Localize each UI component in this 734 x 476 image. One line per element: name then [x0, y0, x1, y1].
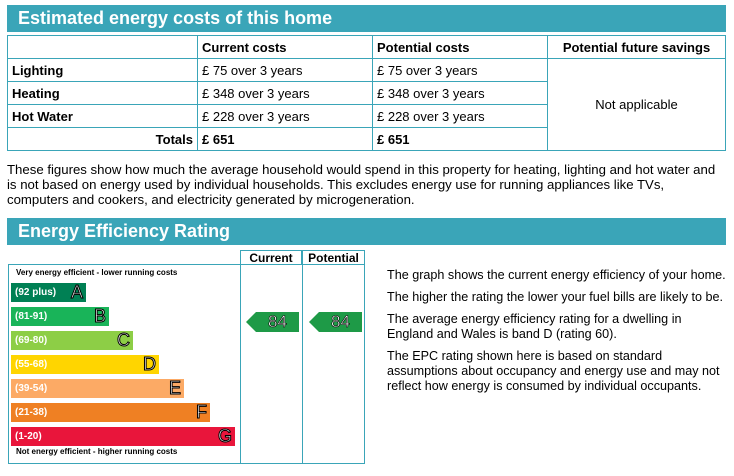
explanation-paragraph: The average energy efficiency rating for…	[387, 312, 682, 341]
band-range: (92 plus)	[15, 287, 57, 298]
row-label: Lighting	[7, 58, 198, 82]
column-potential-header: Potential	[302, 250, 365, 265]
column-divider	[240, 250, 241, 464]
band-letter: A	[70, 282, 83, 302]
totals-potential: £ 651	[372, 127, 548, 151]
table-row: Lighting £ 75 over 3 years £ 75 over 3 y…	[7, 58, 726, 151]
header-potential-costs: Potential costs	[372, 35, 548, 59]
potential-cost: £ 75 over 3 years	[372, 58, 548, 82]
potential-rating-value: 84	[319, 312, 362, 332]
potential-rating-arrow: 84	[309, 312, 362, 332]
band-range: (39-54)	[15, 383, 48, 394]
header-potential-savings: Potential future savings	[547, 35, 726, 59]
column-current-header: Current	[240, 250, 302, 265]
band-range: (21-38)	[15, 407, 48, 418]
totals-row: Totals £ 651 £ 651	[7, 127, 726, 151]
energy-costs-table: Current costs Potential costs Potential …	[7, 35, 726, 151]
band-letter: E	[168, 378, 181, 398]
energy-costs-title: Estimated energy costs of this home	[7, 5, 726, 32]
top-caption: Very energy efficient - lower running co…	[16, 268, 178, 277]
potential-cost: £ 228 over 3 years	[372, 104, 548, 128]
band-letter: D	[143, 354, 157, 374]
band-range: (81-91)	[15, 311, 48, 322]
band-range: (1-20)	[15, 431, 42, 442]
band-e: (39-54) E	[11, 378, 184, 398]
rating-explanation: The graph shows the current energy effic…	[387, 268, 727, 401]
band-c: (69-80) C	[11, 330, 133, 350]
table-row: Heating £ 348 over 3 years £ 348 over 3 …	[7, 81, 726, 105]
band-letter: B	[93, 306, 106, 326]
efficiency-rating-graph: Current Potential Very energy efficient …	[8, 250, 365, 464]
band-a: (92 plus) A	[11, 282, 86, 302]
current-rating-value: 84	[256, 312, 299, 332]
table-header-row: Current costs Potential costs Potential …	[7, 35, 726, 59]
band-letter: F	[196, 402, 208, 422]
band-b: (81-91) B	[11, 306, 109, 326]
totals-current: £ 651	[197, 127, 373, 151]
arrow-tip	[246, 312, 256, 332]
band-letter: C	[117, 330, 131, 350]
column-divider	[302, 250, 303, 464]
potential-cost: £ 348 over 3 years	[372, 81, 548, 105]
row-label: Heating	[7, 81, 198, 105]
band-range: (55-68)	[15, 359, 48, 370]
explanation-paragraph: The EPC rating shown here is based on st…	[387, 349, 720, 393]
graph-frame	[8, 264, 365, 464]
header-current-costs: Current costs	[197, 35, 373, 59]
current-rating-arrow: 84	[246, 312, 299, 332]
band-d: (55-68) D	[11, 354, 159, 374]
row-label: Hot Water	[7, 104, 198, 128]
efficiency-rating-title: Energy Efficiency Rating	[7, 218, 726, 245]
savings-value: Not applicable	[547, 58, 726, 151]
band-f: (21-38) F	[11, 402, 210, 422]
band-range: (69-80)	[15, 335, 48, 346]
current-cost: £ 75 over 3 years	[197, 58, 373, 82]
band-letter: G	[217, 426, 232, 446]
costs-note: These figures show how much the average …	[7, 162, 716, 207]
current-cost: £ 348 over 3 years	[197, 81, 373, 105]
arrow-tip	[309, 312, 319, 332]
header-blank	[7, 35, 198, 59]
band-g: (1-20) G	[11, 426, 235, 446]
explanation-paragraph: The graph shows the current energy effic…	[387, 268, 726, 282]
bottom-caption: Not energy efficient - higher running co…	[16, 447, 178, 456]
current-cost: £ 228 over 3 years	[197, 104, 373, 128]
totals-label: Totals	[7, 127, 198, 151]
table-row: Hot Water £ 228 over 3 years £ 228 over …	[7, 104, 726, 128]
explanation-paragraph: The higher the rating the lower your fue…	[387, 290, 724, 304]
